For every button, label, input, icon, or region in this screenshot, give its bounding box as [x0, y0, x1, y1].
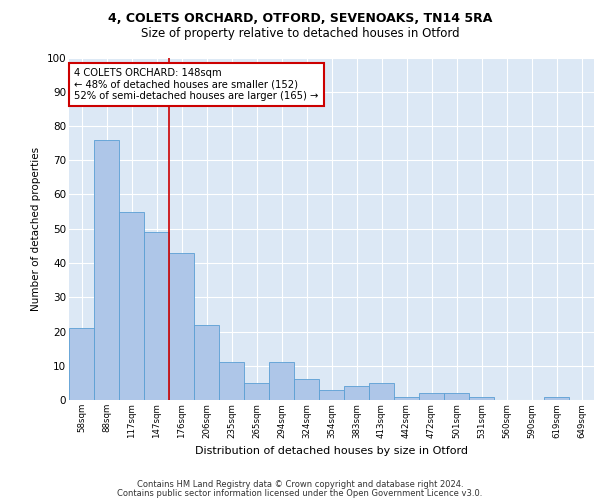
Bar — [319, 390, 344, 400]
Y-axis label: Number of detached properties: Number of detached properties — [31, 146, 41, 311]
Bar — [194, 324, 219, 400]
Text: 4 COLETS ORCHARD: 148sqm
← 48% of detached houses are smaller (152)
52% of semi-: 4 COLETS ORCHARD: 148sqm ← 48% of detach… — [74, 68, 319, 101]
Bar — [544, 396, 569, 400]
X-axis label: Distribution of detached houses by size in Otford: Distribution of detached houses by size … — [195, 446, 468, 456]
Bar — [444, 393, 469, 400]
Text: Contains public sector information licensed under the Open Government Licence v3: Contains public sector information licen… — [118, 488, 482, 498]
Bar — [69, 328, 94, 400]
Text: Size of property relative to detached houses in Otford: Size of property relative to detached ho… — [140, 28, 460, 40]
Bar — [369, 383, 394, 400]
Bar — [469, 396, 494, 400]
Bar — [394, 396, 419, 400]
Bar — [144, 232, 169, 400]
Bar — [119, 212, 144, 400]
Bar — [344, 386, 369, 400]
Bar — [419, 393, 444, 400]
Bar — [244, 383, 269, 400]
Bar — [94, 140, 119, 400]
Bar — [219, 362, 244, 400]
Text: 4, COLETS ORCHARD, OTFORD, SEVENOAKS, TN14 5RA: 4, COLETS ORCHARD, OTFORD, SEVENOAKS, TN… — [108, 12, 492, 26]
Bar — [269, 362, 294, 400]
Text: Contains HM Land Registry data © Crown copyright and database right 2024.: Contains HM Land Registry data © Crown c… — [137, 480, 463, 489]
Bar — [294, 380, 319, 400]
Bar — [169, 252, 194, 400]
